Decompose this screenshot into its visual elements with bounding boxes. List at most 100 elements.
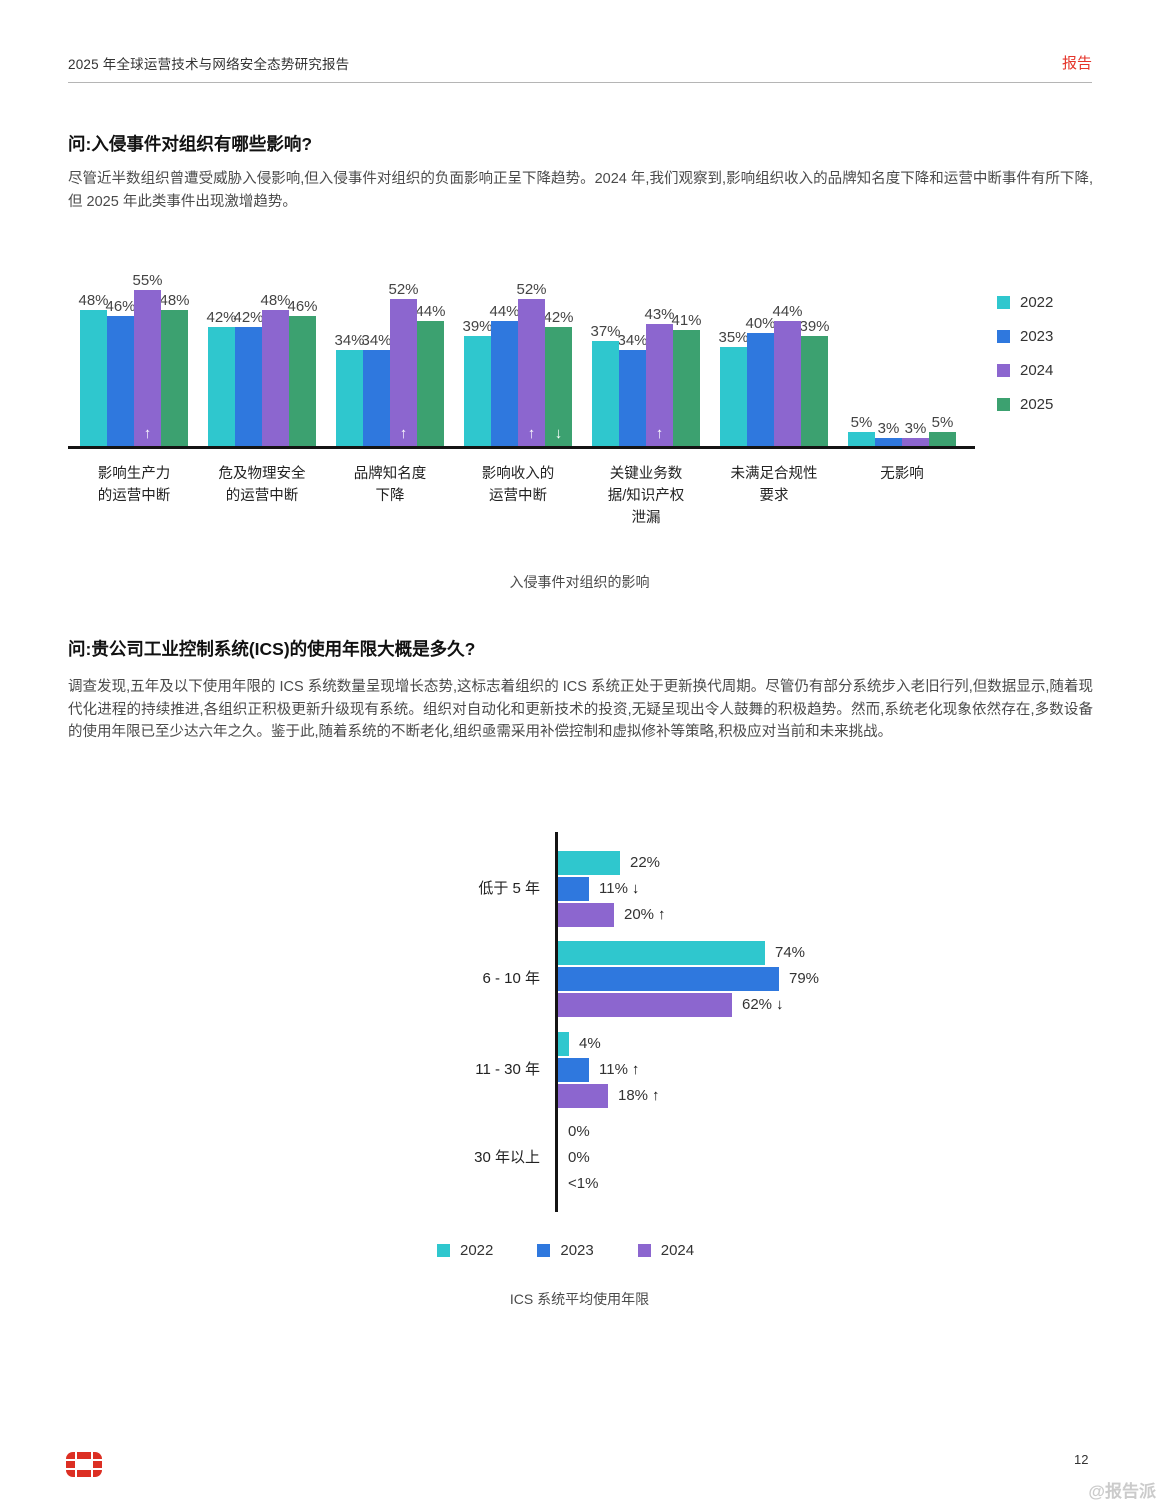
legend-swatch [637,1244,651,1257]
trend-up-icon: ↑ [527,425,536,442]
bar-2025 [161,310,188,446]
bar-2025 [417,321,444,446]
bar-group: 42% 42% 48% 46% 危及物理安全 的运营中断 [206,291,317,504]
bar-2023 [747,333,774,446]
bar-column: 41% [671,311,702,446]
trend-up-icon: ↑ [631,1061,640,1078]
bar-2024 [558,1084,608,1108]
bar-column: 44% [772,302,803,446]
trend-up-icon: ↑ [652,1087,660,1104]
bar-2023 [619,350,646,446]
legend-label: 2022 [1020,294,1054,311]
bar-column: 48% [260,291,291,446]
legend-swatch [997,364,1010,377]
bar-2024 [774,321,801,446]
bar-value-label: 52% [388,281,419,298]
bar-value-label: 43% [644,306,675,323]
bar-2025 [289,316,316,446]
category-label: 11 - 30 年 [475,1061,540,1078]
bar-value-label: 22% [630,854,661,871]
category-label: 未满足合规性 要求 [730,466,818,504]
bar-2023 [558,877,589,901]
bar-column: 39% [799,317,830,446]
bar-group: 37% 34% 43% ↑ 41% 关键业务数 据/知识产权 泄漏 [590,305,702,526]
bar-value-label: 41% [671,312,702,329]
bar-column: 43% ↑ [644,305,675,446]
category-label: 品牌知名度 下降 [353,466,427,504]
impact-chart-caption: 入侵事件对组织的影响 [509,574,650,590]
bar-2023 [235,327,262,446]
bar-value-label: 48% [159,292,190,309]
question-2-body: 调查发现,五年及以下使用年限的 ICS 系统数量呈现增长态势,这标志着组织的 I… [68,679,1093,741]
category-label: 关键业务数 据/知识产权 泄漏 [607,466,685,526]
bar-value-label: 62% ↓ [742,996,784,1013]
bar-group: 34% 34% 52% ↑ 44% 品牌知名度 下降 [334,280,446,504]
bar-column: 52% ↑ [516,280,547,446]
bar-2024 [558,903,614,927]
trend-down-icon: ↓ [631,880,640,897]
bar-column: 39% [462,317,493,446]
legend-label: 2025 [1020,396,1054,413]
bar-value-label: 48% [78,292,109,309]
bar-value-label: 44% [415,303,446,320]
watermark: @报告派 [1088,1482,1156,1500]
bar-value-label: 35% [718,329,749,346]
bar-column: 48% [78,291,109,446]
bar-2023 [107,316,134,446]
legend-swatch [997,398,1010,411]
bar-column: 40% [745,314,776,446]
bar-column: 37% [590,322,621,446]
legend-label: 2024 [660,1242,695,1259]
bar-column: 48% [159,291,190,446]
bar-column: 34% [361,331,392,446]
bar-value-label: 34% [334,332,365,349]
bar-column: 34% [334,331,365,446]
bar-2024: ↑ [134,290,161,446]
bar-2022 [848,432,875,446]
trend-down-icon: ↓ [554,425,563,442]
bar-column: 5% [929,413,956,446]
bar-value-label: 42% [206,309,237,326]
bar-value-label: 5% [850,414,873,431]
ics-chart-caption: ICS 系统平均使用年限 [509,1291,650,1307]
bar-2022 [208,327,235,446]
legend-label: 2023 [560,1242,594,1259]
legend-item: 2025 [997,396,1053,413]
bar-2023 [491,321,518,446]
trend-up-icon: ↑ [399,425,408,442]
bar-value-label: 34% [361,332,392,349]
bar-column: 5% [848,413,875,446]
fortinet-logo-icon [66,1452,102,1477]
bar-2023 [558,967,779,991]
bar-value-label: 46% [105,298,136,315]
bar-2025 [673,330,700,446]
bar-2022 [558,941,765,965]
category-label: 6 - 10 年 [482,970,540,987]
bar-value-label: 44% [489,303,520,320]
bar-group: 39% 44% 52% ↑ 42% ↓ 影响收入的 运营中断 [462,280,573,504]
category-label: 影响生产力 的运营中断 [97,466,171,504]
category-label: 30 年以上 [474,1149,540,1166]
trend-down-icon: ↓ [776,996,784,1013]
bar-value-label: 11% ↑ [599,1061,640,1078]
legend-swatch [437,1244,450,1257]
bar-value-label: 3% [877,420,900,437]
bar-2022 [720,347,747,446]
ics-chart-axis [555,832,558,1212]
category-label: 无影响 [880,466,924,482]
bar-column: 42% [206,308,237,446]
bar-2024 [262,310,289,446]
bar-column: 35% [718,328,749,446]
page-header: 2025 年全球运营技术与网络安全态势研究报告 报告 [68,52,1092,83]
legend-swatch [537,1244,551,1257]
category-label: 影响收入的 运营中断 [481,466,555,504]
bar-value-label: 74% [775,944,806,961]
bar-column: 52% ↑ [388,280,419,446]
bar-value-label: 39% [462,318,493,335]
bar-value-label: 4% [579,1035,601,1052]
bar-value-label: 52% [516,281,547,298]
legend-label: 2024 [1020,362,1054,379]
bar-value-label: 40% [745,315,776,332]
bar-group: 48% 46% 55% ↑ 48% 影响生产力 的运营中断 [78,271,190,504]
bar-column: 42% [233,308,264,446]
